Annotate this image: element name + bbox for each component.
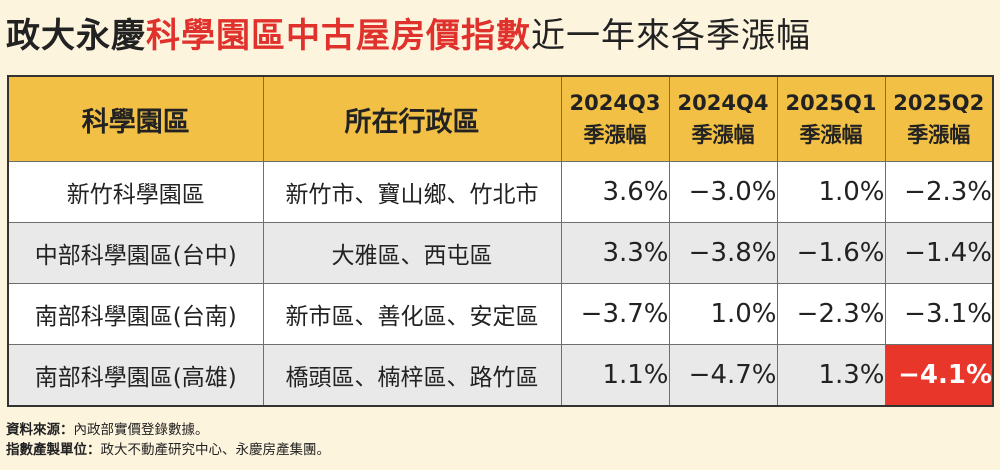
header-district: 所在行政區 <box>262 75 562 162</box>
title-suffix: 近一年來各季漲幅 <box>531 16 811 56</box>
page-title: 政大永慶科學園區中古屋房價指數近一年來各季漲幅 <box>6 8 811 57</box>
footer-notes: 資料來源：內政部實價登錄數據。 指數產製單位：政大不動產研究中心、永慶房產集團。 <box>6 420 330 460</box>
value-cell: 3.6% <box>560 161 670 223</box>
highlighted-value-cell: −4.1% <box>884 344 994 406</box>
header-quarter: 2024Q3 季漲幅 <box>560 75 670 162</box>
title-brand: 政大永慶 <box>6 16 146 56</box>
value-cell: −2.3% <box>776 283 886 345</box>
header-quarter-label: 2024Q3 <box>569 91 661 115</box>
source-label: 資料來源： <box>6 422 74 438</box>
park-cell: 南部科學園區(高雄) <box>7 344 264 406</box>
district-cell: 大雅區、西屯區 <box>262 222 562 284</box>
header-quarter-sub: 季漲幅 <box>691 123 755 147</box>
table-row: 南部科學園區(台南) 新市區、善化區、安定區 −3.7% 1.0% −2.3% … <box>7 283 994 345</box>
value-cell: −3.7% <box>560 283 670 345</box>
header-quarter-sub: 季漲幅 <box>799 123 863 147</box>
value-cell: −3.1% <box>884 283 994 345</box>
district-cell: 新市區、善化區、安定區 <box>262 283 562 345</box>
header-quarter-label: 2025Q2 <box>893 91 985 115</box>
header-quarter-sub: 季漲幅 <box>583 123 647 147</box>
value-cell: −3.0% <box>668 161 778 223</box>
header-quarter-label: 2025Q1 <box>785 91 877 115</box>
header-quarter-sub: 季漲幅 <box>907 123 971 147</box>
value-cell: −1.6% <box>776 222 886 284</box>
value-cell: 1.3% <box>776 344 886 406</box>
source-note: 資料來源：內政部實價登錄數據。 <box>6 420 330 440</box>
table-row: 中部科學園區(台中) 大雅區、西屯區 3.3% −3.8% −1.6% −1.4… <box>7 222 994 284</box>
park-cell: 新竹科學園區 <box>7 161 264 223</box>
value-cell: −3.8% <box>668 222 778 284</box>
value-cell: −1.4% <box>884 222 994 284</box>
value-cell: −2.3% <box>884 161 994 223</box>
park-cell: 南部科學園區(台南) <box>7 283 264 345</box>
value-cell: −4.7% <box>668 344 778 406</box>
park-cell: 中部科學園區(台中) <box>7 222 264 284</box>
district-cell: 新竹市、寶山鄉、竹北市 <box>262 161 562 223</box>
value-cell: 1.0% <box>776 161 886 223</box>
header-park: 科學園區 <box>7 75 264 162</box>
header-quarter-label: 2024Q4 <box>677 91 769 115</box>
value-cell: 1.1% <box>560 344 670 406</box>
value-cell: 1.0% <box>668 283 778 345</box>
district-cell: 橋頭區、楠梓區、路竹區 <box>262 344 562 406</box>
price-index-table: 科學園區 所在行政區 2024Q3 季漲幅 2024Q4 季漲幅 2025Q1 … <box>7 75 994 407</box>
producer-note: 指數產製單位：政大不動產研究中心、永慶房產集團。 <box>6 440 330 460</box>
value-cell: 3.3% <box>560 222 670 284</box>
table-header-row: 科學園區 所在行政區 2024Q3 季漲幅 2024Q4 季漲幅 2025Q1 … <box>7 75 994 162</box>
table-row: 新竹科學園區 新竹市、寶山鄉、竹北市 3.6% −3.0% 1.0% −2.3% <box>7 161 994 223</box>
title-highlight: 科學園區中古屋房價指數 <box>146 16 531 56</box>
producer-text: 政大不動產研究中心、永慶房產集團。 <box>100 442 331 458</box>
header-quarter: 2025Q1 季漲幅 <box>776 75 886 162</box>
producer-label: 指數產製單位： <box>6 442 101 458</box>
header-quarter: 2025Q2 季漲幅 <box>884 75 994 162</box>
header-quarter: 2024Q4 季漲幅 <box>668 75 778 162</box>
table-row: 南部科學園區(高雄) 橋頭區、楠梓區、路竹區 1.1% −4.7% 1.3% −… <box>7 344 994 406</box>
source-text: 內政部實價登錄數據。 <box>73 422 209 438</box>
